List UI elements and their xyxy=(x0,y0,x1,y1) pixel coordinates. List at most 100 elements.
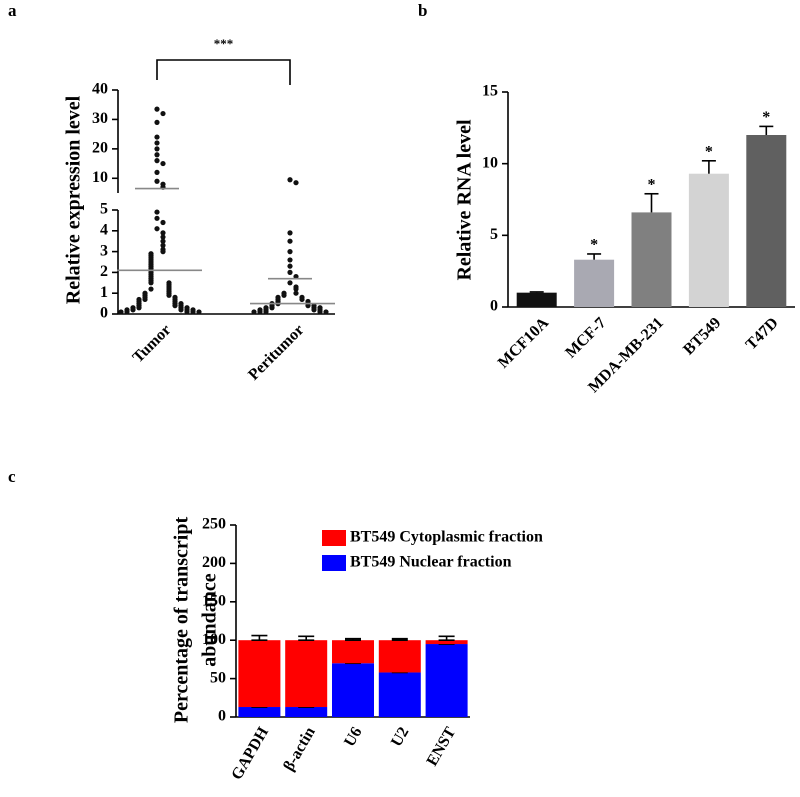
data-point xyxy=(142,296,148,303)
data-point xyxy=(287,263,293,269)
data-point xyxy=(160,219,166,226)
bar-segment xyxy=(285,640,328,708)
bar xyxy=(746,135,787,307)
y-tick-label: 50 xyxy=(210,669,226,686)
y-tick-label: 1 xyxy=(100,284,108,301)
panel-label: c xyxy=(8,467,16,486)
data-point xyxy=(124,309,130,315)
data-point xyxy=(154,169,160,175)
x-tick-label: ENST xyxy=(424,724,460,769)
y-tick-label: 10 xyxy=(92,169,108,186)
bar xyxy=(688,173,729,307)
x-tick-label: GAPDH xyxy=(228,724,272,783)
data-point xyxy=(317,309,323,315)
y-axis-title: Relative RNA level xyxy=(454,119,476,281)
bar-segment xyxy=(238,707,281,717)
data-point xyxy=(160,234,166,240)
panel-label: a xyxy=(8,1,17,20)
data-point xyxy=(196,309,202,315)
data-point xyxy=(130,307,136,313)
bar-segment xyxy=(238,640,281,708)
legend-label: BT549 Nuclear fraction xyxy=(350,554,512,571)
y-tick-label: 100 xyxy=(202,631,226,648)
data-point xyxy=(172,303,178,309)
y-tick-label: 2 xyxy=(100,263,108,280)
x-tick-label: BT549 xyxy=(680,314,724,358)
data-point xyxy=(154,178,160,184)
data-point xyxy=(263,309,269,315)
data-point xyxy=(160,230,166,236)
bar xyxy=(631,212,672,307)
data-point xyxy=(136,305,142,311)
data-point xyxy=(160,242,166,248)
y-axis-title: Relative expression level xyxy=(63,95,85,304)
bar-segment xyxy=(425,640,468,645)
x-tick-label: Peritumor xyxy=(245,321,307,383)
data-point xyxy=(281,292,287,298)
significance-label: * xyxy=(705,143,713,160)
data-point xyxy=(323,309,329,315)
bar-segment xyxy=(332,663,374,717)
y-tick-label: 10 xyxy=(482,154,498,171)
significance-label: * xyxy=(648,176,656,193)
y-tick-label: 30 xyxy=(92,110,108,127)
data-point xyxy=(160,160,166,167)
data-point xyxy=(154,209,160,215)
y-tick-label: 150 xyxy=(202,592,226,609)
x-tick-label: U2 xyxy=(388,724,413,749)
data-point xyxy=(287,280,293,286)
data-point xyxy=(287,238,293,244)
data-point xyxy=(293,290,299,296)
data-point xyxy=(154,119,160,125)
data-point xyxy=(293,180,299,186)
data-point xyxy=(311,307,317,313)
data-point xyxy=(287,177,293,183)
data-point xyxy=(190,309,196,315)
data-point xyxy=(178,307,184,313)
data-point xyxy=(154,140,160,146)
y-tick-label: 200 xyxy=(202,554,226,571)
bar-segment xyxy=(285,707,328,717)
panel-label: b xyxy=(418,1,427,20)
data-point xyxy=(299,296,305,303)
data-point xyxy=(118,309,124,315)
data-point xyxy=(148,286,154,292)
y-tick-label: 0 xyxy=(100,305,108,322)
x-tick-label: T47D xyxy=(743,314,782,353)
y-axis-title: abundance xyxy=(199,573,221,666)
data-point xyxy=(154,152,160,158)
bar xyxy=(516,292,557,307)
data-point xyxy=(154,106,160,112)
y-axis-title: Percentage of transcript xyxy=(171,517,193,724)
y-tick-label: 20 xyxy=(92,140,108,157)
significance-label: * xyxy=(762,109,770,126)
significance-bracket xyxy=(156,59,291,85)
x-tick-label: MCF10A xyxy=(495,314,553,372)
data-point xyxy=(287,249,293,255)
x-tick-label: Tumor xyxy=(130,321,175,366)
data-point xyxy=(154,134,160,140)
data-point xyxy=(184,309,190,315)
significance-label: *** xyxy=(214,36,234,51)
data-point xyxy=(148,280,154,286)
y-tick-label: 40 xyxy=(92,81,108,98)
y-tick-label: 15 xyxy=(482,83,498,100)
data-point xyxy=(269,305,275,311)
data-point xyxy=(293,286,299,292)
bar-segment xyxy=(425,644,468,717)
y-tick-label: 250 xyxy=(202,516,226,533)
y-tick-label: 3 xyxy=(100,242,108,259)
legend-label: BT549 Cytoplasmic fraction xyxy=(350,529,543,546)
data-point xyxy=(160,238,166,244)
data-point xyxy=(287,269,293,275)
x-tick-label: MCF-7 xyxy=(562,314,609,361)
data-point xyxy=(154,215,160,221)
bar xyxy=(574,259,615,307)
y-tick-label: 0 xyxy=(490,298,498,315)
y-tick-label: 4 xyxy=(100,221,108,238)
data-point xyxy=(166,292,172,298)
significance-label: * xyxy=(590,237,598,254)
data-point xyxy=(251,309,257,315)
y-tick-label: 5 xyxy=(100,201,108,218)
